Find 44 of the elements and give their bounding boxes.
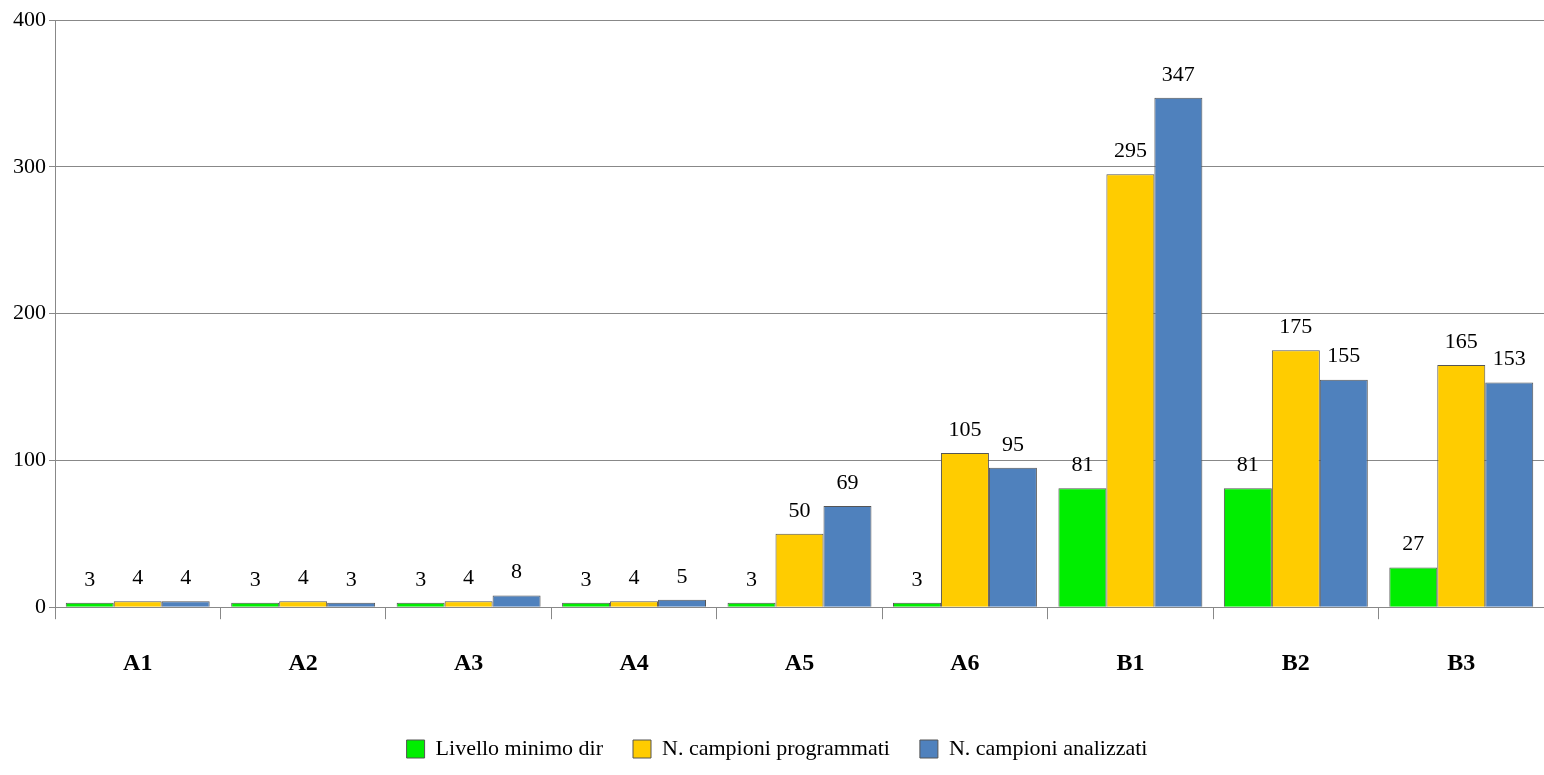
- y-tick-label: 300: [13, 152, 46, 178]
- data-label: 27: [1402, 530, 1425, 556]
- x-tick-label: A2: [288, 648, 318, 675]
- x-tick-label: B3: [1447, 648, 1476, 675]
- data-label: 4: [628, 564, 640, 590]
- data-label: 4: [180, 564, 192, 590]
- x-tick-label: A1: [123, 648, 153, 675]
- data-label: 8: [511, 558, 523, 584]
- data-label: 69: [836, 468, 859, 494]
- legend-label: N. campioni programmati: [662, 734, 890, 760]
- data-label: 295: [1113, 136, 1147, 162]
- legend-label: N. campioni analizzati: [948, 734, 1148, 760]
- data-label: 105: [948, 415, 982, 441]
- data-label: 81: [1236, 451, 1259, 477]
- x-tick-label: B1: [1116, 648, 1145, 675]
- y-tick-label: 100: [13, 446, 46, 472]
- data-label: 175: [1279, 313, 1313, 339]
- legend-label: Livello minimo dir: [435, 734, 604, 760]
- data-label: 81: [1071, 451, 1094, 477]
- x-tick-label: A6: [950, 648, 980, 675]
- y-tick-label: 200: [13, 299, 46, 325]
- data-label: 3: [746, 565, 758, 591]
- data-label: 3: [415, 565, 427, 591]
- data-label: 3: [345, 565, 357, 591]
- data-label: 165: [1444, 327, 1478, 353]
- data-label: 153: [1492, 345, 1526, 371]
- data-label: 3: [580, 565, 592, 591]
- x-tick-label: A4: [619, 648, 649, 675]
- data-label: 95: [1001, 430, 1024, 456]
- data-label: 5: [676, 562, 688, 588]
- data-label: 50: [788, 496, 811, 522]
- data-label: 347: [1161, 60, 1195, 86]
- data-label: 3: [911, 565, 923, 591]
- data-label: 4: [297, 564, 309, 590]
- data-label: 3: [84, 565, 96, 591]
- data-label: 4: [132, 564, 144, 590]
- data-label: 155: [1327, 342, 1361, 368]
- x-tick-label: A3: [453, 648, 484, 675]
- y-tick-label: 0: [35, 592, 46, 618]
- x-tick-label: B2: [1281, 648, 1310, 675]
- y-tick-label: 400: [13, 5, 46, 31]
- data-label: 4: [463, 564, 475, 590]
- x-tick-label: A5: [784, 648, 815, 675]
- data-label: 3: [249, 565, 261, 591]
